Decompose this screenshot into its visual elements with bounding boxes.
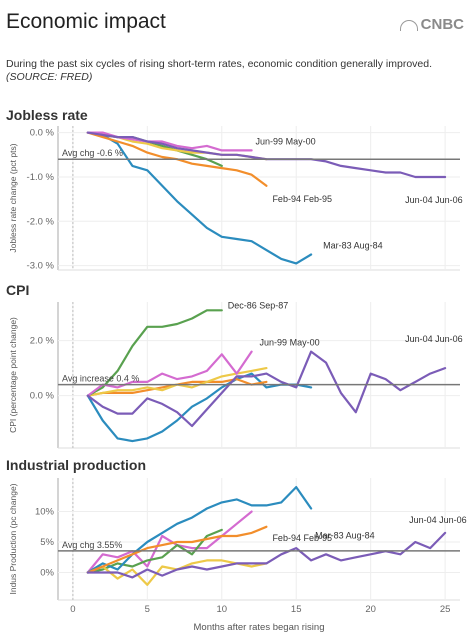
chart-title-industrial: Industrial production bbox=[6, 457, 146, 473]
cpi-avg-label: Avg increase 0.4 % bbox=[62, 374, 139, 384]
page-title: Economic impact bbox=[6, 10, 166, 33]
x-tick-label: 15 bbox=[291, 604, 302, 615]
cpi-y-tick-label: 0.0 % bbox=[30, 391, 55, 402]
peacock-icon bbox=[399, 19, 418, 31]
jobless-y-tick-label: -3.0 % bbox=[27, 261, 55, 272]
logo-text: CNBC bbox=[420, 16, 464, 33]
industrial-series-line-mar83 bbox=[86, 486, 313, 574]
cpi-series-line-dec86 bbox=[86, 309, 223, 397]
industrial-y-tick-label: 5% bbox=[40, 537, 54, 548]
chart-title-jobless: Jobless rate bbox=[6, 107, 88, 123]
industrial-series-label: Mar-83 Aug-84 bbox=[315, 531, 375, 541]
industrial-series-line-jun04 bbox=[86, 531, 447, 579]
jobless-series-label: Mar-83 Aug-84 bbox=[323, 240, 383, 250]
header: Economic impact CNBC bbox=[6, 8, 468, 48]
x-tick-label: 25 bbox=[440, 604, 451, 615]
jobless-y-tick-label: -1.0 % bbox=[27, 172, 55, 183]
cpi-series-line-mar83 bbox=[86, 372, 313, 443]
jobless-series-line-mar83 bbox=[86, 131, 313, 265]
cpi-series-line-jun99 bbox=[86, 350, 253, 397]
cpi-y-axis-label: CPI (percentage point change) bbox=[8, 317, 18, 433]
cpi-series-line-jun04 bbox=[86, 350, 447, 428]
x-tick-label: 0 bbox=[70, 604, 75, 615]
subtitle: During the past six cycles of rising sho… bbox=[6, 58, 433, 70]
cpi-series-label: Dec-86 Sep-87 bbox=[228, 300, 289, 310]
cpi-series-label: Jun-04 Jun-06 bbox=[405, 334, 463, 344]
industrial-series-label: Jun-04 Jun-06 bbox=[409, 515, 467, 525]
x-tick-label: 20 bbox=[365, 604, 376, 615]
x-axis-label: Months after rates began rising bbox=[194, 622, 325, 633]
chart-title-cpi: CPI bbox=[6, 282, 30, 298]
jobless-y-tick-label: -2.0 % bbox=[27, 216, 55, 227]
industrial-series-line-feb94 bbox=[86, 525, 268, 574]
jobless-series-label: Jun-04 Jun-06 bbox=[405, 195, 463, 205]
cpi-y-tick-label: 2.0 % bbox=[30, 336, 55, 347]
jobless-y-tick-label: 0.0 % bbox=[30, 128, 55, 139]
x-tick-label: 10 bbox=[216, 604, 227, 615]
cnbc-logo: CNBC bbox=[399, 16, 464, 33]
jobless-series-label: Feb-94 Feb-95 bbox=[272, 194, 332, 204]
industrial-y-tick-label: 0% bbox=[40, 568, 54, 579]
industrial-series-line-jun99 bbox=[86, 510, 253, 574]
x-tick-label: 5 bbox=[145, 604, 150, 615]
industrial-avg-label: Avg chg 3.55% bbox=[62, 540, 122, 550]
jobless-series-label: Jun-99 May-00 bbox=[256, 136, 316, 146]
jobless-y-axis-label: Jobless rate change (pct pts) bbox=[8, 143, 18, 252]
industrial-y-tick-label: 10% bbox=[35, 507, 55, 518]
jobless-avg-label: Avg chg -0.6 % bbox=[62, 148, 123, 158]
source-note: (SOURCE: FRED) bbox=[6, 71, 93, 83]
industrial-y-axis-label: Indus Production (pc change) bbox=[8, 483, 18, 594]
industrial-series-label: Feb-94 Feb-95 bbox=[272, 533, 332, 543]
cpi-series-label: Jun-99 May-00 bbox=[260, 338, 320, 348]
